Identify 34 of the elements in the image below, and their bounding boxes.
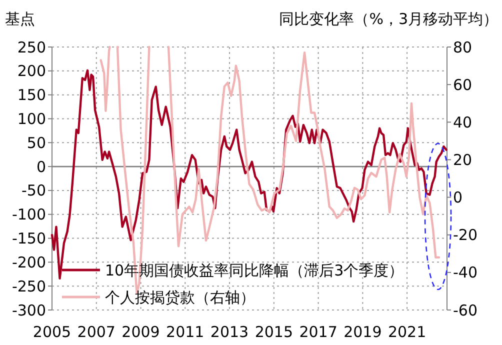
y-tick-label: 100 bbox=[17, 110, 46, 128]
y-tick-label: -250 bbox=[12, 277, 46, 296]
y2-tick-label: -60 bbox=[453, 301, 478, 320]
y2-tick-label: 60 bbox=[453, 76, 472, 94]
x-tick-label: 2013 bbox=[210, 323, 249, 341]
y2-axis-title: 同比变化率（%，3月移动平均） bbox=[279, 10, 498, 28]
x-tick-label: 2011 bbox=[166, 323, 204, 341]
y2-tick-label: 0 bbox=[453, 188, 463, 207]
x-tick-label: 2015 bbox=[254, 323, 294, 341]
x-tick-label: 2017 bbox=[299, 323, 338, 341]
y2-tick-label: -40 bbox=[453, 264, 478, 282]
y2-tick-label: 40 bbox=[453, 113, 472, 132]
x-tick-label: 2021 bbox=[388, 323, 426, 341]
y-tick-label: -300 bbox=[12, 301, 46, 320]
y-axis-title: 基点 bbox=[5, 10, 35, 28]
x-tick-label: 2019 bbox=[344, 323, 382, 341]
line-series bbox=[50, 69, 448, 280]
y-tick-label: 50 bbox=[26, 134, 46, 152]
y-tick-label: 0 bbox=[36, 158, 46, 176]
y-tick-label: 150 bbox=[17, 86, 46, 104]
y2-tick-label: -20 bbox=[453, 226, 478, 244]
x-tick-label: 2007 bbox=[77, 323, 116, 341]
legend-label: 个人按揭贷款（右轴） bbox=[105, 288, 255, 306]
y-tick-label: -50 bbox=[22, 182, 46, 200]
y-tick-label: -200 bbox=[12, 253, 46, 272]
x-tick-label: 2005 bbox=[32, 323, 72, 341]
x-tick-label: 2009 bbox=[122, 323, 160, 341]
legend-label: 10年期国债收益率同比降幅（滞后3个季度） bbox=[105, 261, 404, 280]
y2-tick-label: 20 bbox=[453, 150, 472, 169]
y-tick-label: -100 bbox=[12, 206, 46, 224]
y2-tick-label: 80 bbox=[453, 38, 472, 56]
y-tick-label: -150 bbox=[12, 230, 46, 248]
y-tick-label: 250 bbox=[17, 38, 46, 56]
y-tick-label: 200 bbox=[17, 62, 46, 80]
